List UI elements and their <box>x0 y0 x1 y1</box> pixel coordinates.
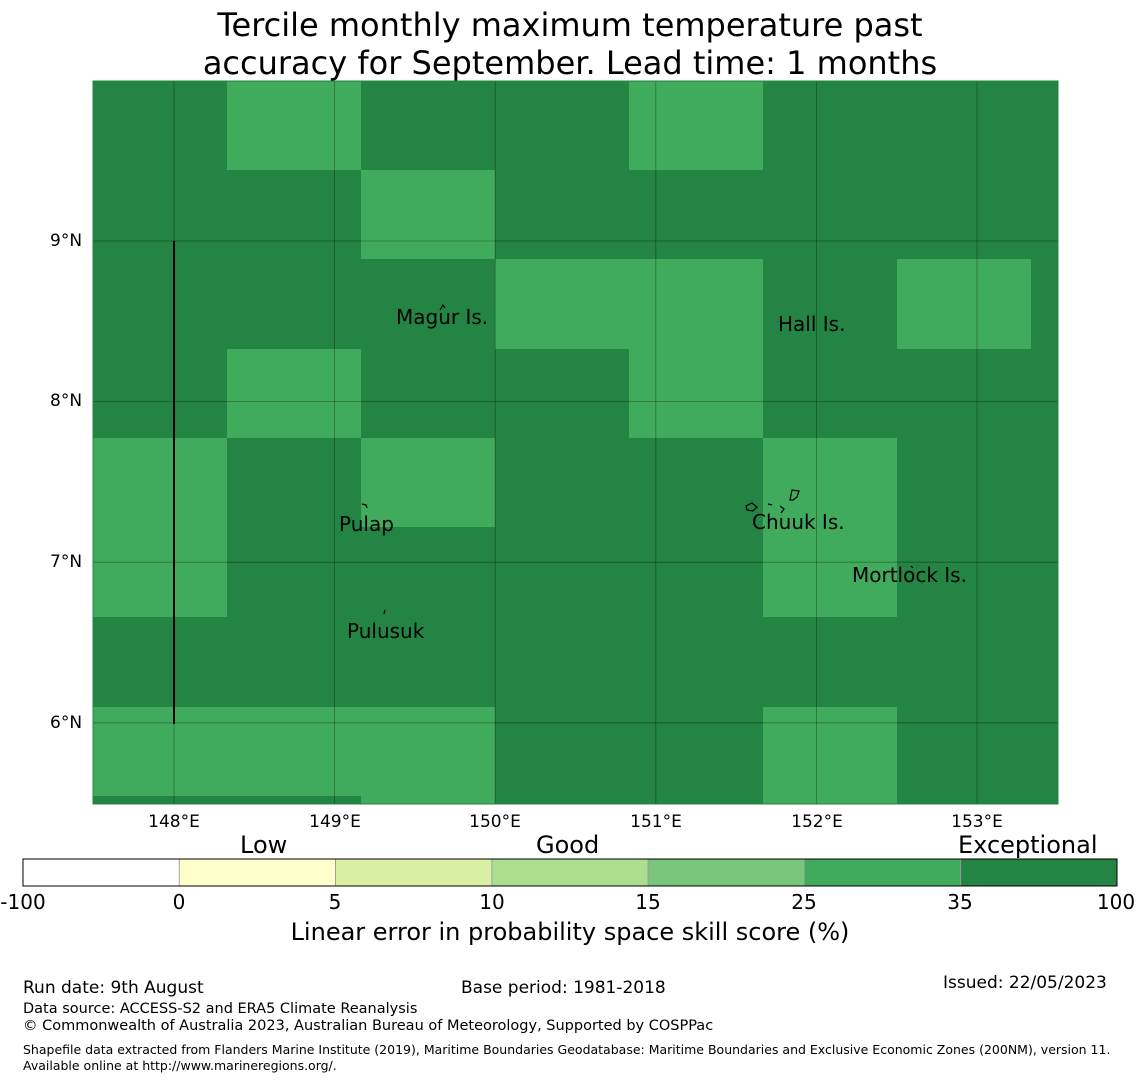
island-outlines <box>361 303 914 615</box>
lon-tick-label: 148°E <box>148 812 200 832</box>
skill-cell <box>763 707 897 804</box>
skill-cell <box>361 438 495 527</box>
run-date: Run date: 9th August <box>23 978 204 998</box>
shapefile-credit: Shapefile data extracted from Flanders M… <box>23 1042 1111 1073</box>
chuuk-island-shape <box>745 489 800 514</box>
graticule <box>93 81 1058 804</box>
skill-cell <box>629 349 763 438</box>
issued-date: Issued: 22/05/2023 <box>943 973 1107 993</box>
map-frame <box>92 80 1059 805</box>
lon-tick-label: 151°E <box>630 812 682 832</box>
colorbar-tick: 0 <box>172 890 186 914</box>
skill-cell <box>629 259 763 349</box>
place-label-pulap: Pulap <box>339 512 394 536</box>
colorbar-segment <box>647 858 805 887</box>
colorbar-category-exceptional: Exceptional <box>958 831 1098 859</box>
colorbar-segment <box>335 858 493 887</box>
colorbar <box>22 858 1118 887</box>
skill-cell <box>361 796 495 804</box>
skill-cell <box>495 259 629 349</box>
colorbar-segment <box>960 858 1118 887</box>
copyright: © Commonwealth of Australia 2023, Austra… <box>23 1018 714 1034</box>
title-line-1: Tercile monthly maximum temperature past <box>217 6 923 44</box>
lon-tick-label: 152°E <box>791 812 843 832</box>
skill-cell <box>629 81 763 170</box>
place-label-hall: Hall Is. <box>778 312 846 336</box>
colorbar-segment <box>491 858 649 887</box>
skill-cell <box>361 170 495 259</box>
skill-grid <box>93 81 1058 804</box>
skill-cell <box>93 707 495 796</box>
pulusuk-island-shape <box>383 609 386 615</box>
map-background <box>93 81 1058 804</box>
pulap-island-shape <box>361 503 368 509</box>
colorbar-title: Linear error in probability space skill … <box>290 918 850 946</box>
colorbar-tick: 15 <box>635 890 661 914</box>
place-label-mortlock: Mortlock Is. <box>852 563 967 587</box>
place-label-pulusuk: Pulusuk <box>347 619 425 643</box>
magur-island-shape <box>439 303 446 311</box>
colorbar-frame <box>22 858 1118 887</box>
lon-tick-label: 149°E <box>309 812 361 832</box>
lat-tick-label: 6°N <box>50 713 83 733</box>
base-period: Base period: 1981-2018 <box>461 978 666 998</box>
colorbar-segment <box>22 858 180 887</box>
skill-cell <box>763 438 897 617</box>
colorbar-category-good: Good <box>536 831 600 859</box>
colorbar-tick: 25 <box>791 890 817 914</box>
map-title: Tercile monthly maximum temperature past… <box>0 6 1140 82</box>
colorbar-tick: -100 <box>0 890 46 914</box>
place-label-chuuk: Chuuk Is. <box>752 510 845 534</box>
skill-cell <box>227 81 361 170</box>
colorbar-tick: 35 <box>947 890 973 914</box>
lat-tick-label: 8°N <box>50 391 83 411</box>
colorbar-category-low: Low <box>240 831 288 859</box>
skill-cell <box>897 259 1031 349</box>
place-label-magur: Magur Is. <box>396 305 489 329</box>
colorbar-segment <box>804 858 962 887</box>
skill-cell <box>227 349 361 438</box>
colorbar-tick: 5 <box>328 890 342 914</box>
lon-tick-label: 150°E <box>469 812 521 832</box>
colorbar-tick: 100 <box>1096 890 1136 914</box>
colorbar-tick: 10 <box>479 890 505 914</box>
mortlock-island-shape <box>910 565 914 569</box>
title-line-2: accuracy for September. Lead time: 1 mon… <box>202 44 938 82</box>
skill-cell <box>93 438 227 617</box>
lon-tick-label: 153°E <box>951 812 1003 832</box>
lat-tick-label: 7°N <box>50 552 83 572</box>
lat-tick-label: 9°N <box>50 231 83 251</box>
data-source: Data source: ACCESS-S2 and ERA5 Climate … <box>23 1001 418 1017</box>
colorbar-segment <box>178 858 336 887</box>
